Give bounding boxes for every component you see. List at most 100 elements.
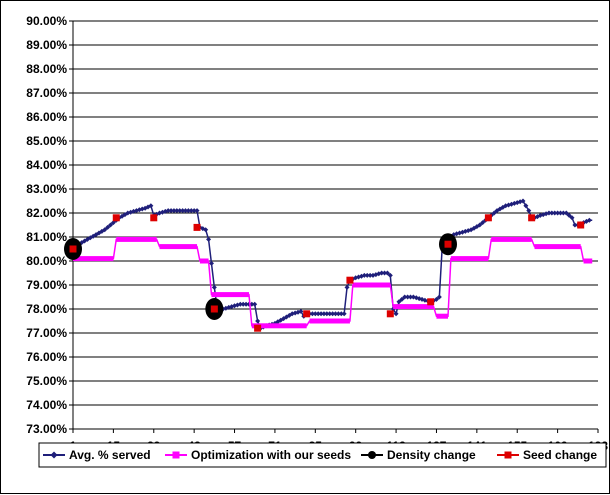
avg-served-point <box>552 210 558 216</box>
y-tick-label: 89.00% <box>26 38 67 52</box>
avg-served-point <box>315 311 321 317</box>
optimization-step <box>450 256 489 262</box>
optimization-step <box>583 258 593 264</box>
avg-served-point <box>335 311 341 317</box>
avg-served-point <box>560 210 566 216</box>
avg-served-point <box>399 296 405 302</box>
seed-change-point <box>303 310 311 318</box>
avg-served-point <box>188 208 194 214</box>
avg-served-point <box>203 227 209 233</box>
avg-served-point <box>436 294 442 300</box>
avg-served-point <box>102 227 108 233</box>
avg-served-point <box>312 311 318 317</box>
legend-label: Seed change <box>523 448 597 462</box>
seed-change-point <box>254 324 262 332</box>
avg-served-point <box>180 208 186 214</box>
avg-served-point <box>298 308 304 314</box>
avg-served-point <box>333 311 338 317</box>
density-change-center <box>210 305 218 313</box>
y-tick-label: 81.00% <box>26 230 67 244</box>
y-tick-label: 77.00% <box>26 326 67 340</box>
legend-item: Seed change <box>497 448 597 462</box>
avg-served-point <box>563 210 569 216</box>
optimization-step <box>534 244 581 250</box>
gridlines <box>73 20 598 430</box>
legend-item: Density change <box>361 448 476 462</box>
legend-label: Density change <box>387 448 476 462</box>
optimization-step <box>352 282 391 288</box>
series-avg-served <box>70 198 593 331</box>
avg-served-point <box>148 203 154 209</box>
y-tick-label: 80.00% <box>26 254 67 268</box>
y-tick-label: 76.00% <box>26 350 67 364</box>
avg-served-point <box>480 220 486 226</box>
y-tick-label: 75.00% <box>26 374 67 388</box>
y-tick-label: 88.00% <box>26 62 67 76</box>
y-tick-label: 82.00% <box>26 206 67 220</box>
optimization-step <box>159 244 198 250</box>
avg-served-point <box>572 222 578 228</box>
optimization-step <box>211 292 249 298</box>
avg-served-point <box>321 311 327 317</box>
avg-served-point <box>566 212 572 218</box>
avg-served-point <box>240 301 246 307</box>
avg-served-point <box>183 208 188 214</box>
avg-served-point <box>405 294 411 300</box>
avg-served-point <box>341 311 347 317</box>
avg-served-point <box>330 311 336 317</box>
avg-served-point <box>338 311 344 317</box>
optimization-step <box>251 323 307 329</box>
avg-served-point <box>185 208 191 214</box>
avg-served-point <box>586 217 592 223</box>
seed-change-point <box>386 310 394 318</box>
seed-change-point <box>193 223 201 231</box>
legend-item: Avg. % served <box>43 448 151 462</box>
y-tick-label: 84.00% <box>26 158 67 172</box>
seed-change-point <box>528 214 536 222</box>
avg-served-point <box>393 311 399 317</box>
legend-label: Avg. % served <box>69 448 151 462</box>
avg-served-point <box>309 311 315 317</box>
avg-served-point <box>526 208 532 214</box>
avg-served-point <box>255 318 261 324</box>
optimization-step <box>491 236 532 242</box>
seed-change-point <box>427 298 435 306</box>
seed-change-point <box>577 221 585 229</box>
y-tick-label: 78.00% <box>26 302 67 316</box>
y-tick-label: 90.00% <box>26 14 67 28</box>
legend-swatch-marker <box>172 451 180 459</box>
avg-served-point <box>324 311 330 317</box>
y-tick-label: 85.00% <box>26 134 67 148</box>
y-tick-label: 73.00% <box>26 422 67 436</box>
optimization-step <box>73 256 114 262</box>
avg-served-point <box>520 198 526 204</box>
seed-change-point <box>150 214 158 222</box>
axes <box>72 21 598 430</box>
avg-served-point <box>344 284 350 290</box>
avg-served-point <box>174 208 180 214</box>
avg-served-point <box>433 296 439 302</box>
y-tick-label: 83.00% <box>26 182 67 196</box>
optimization-step <box>393 304 434 310</box>
series-optimization <box>73 236 593 329</box>
avg-served-point <box>558 210 563 216</box>
avg-served-point <box>361 272 367 278</box>
avg-served-point <box>168 208 174 214</box>
y-axis-ticks: 73.00% 74.00% 75.00% 76.00% 77.00% 78.00% 79.0… <box>26 14 73 436</box>
legend-item: Optimization with our seeds <box>165 448 351 462</box>
avg-served-point <box>379 270 385 276</box>
avg-served-point <box>384 270 390 276</box>
avg-served-point <box>110 220 116 226</box>
avg-served-point <box>177 208 183 214</box>
avg-served-point <box>194 208 200 214</box>
avg-served-point <box>191 208 197 214</box>
avg-served-point <box>237 301 243 307</box>
avg-served-point <box>396 299 402 305</box>
series <box>64 198 593 332</box>
optimization-step <box>199 258 209 264</box>
avg-served-point <box>165 208 171 214</box>
optimization-step <box>116 236 157 242</box>
seed-change-point <box>484 214 492 222</box>
series-density-change <box>64 233 457 320</box>
